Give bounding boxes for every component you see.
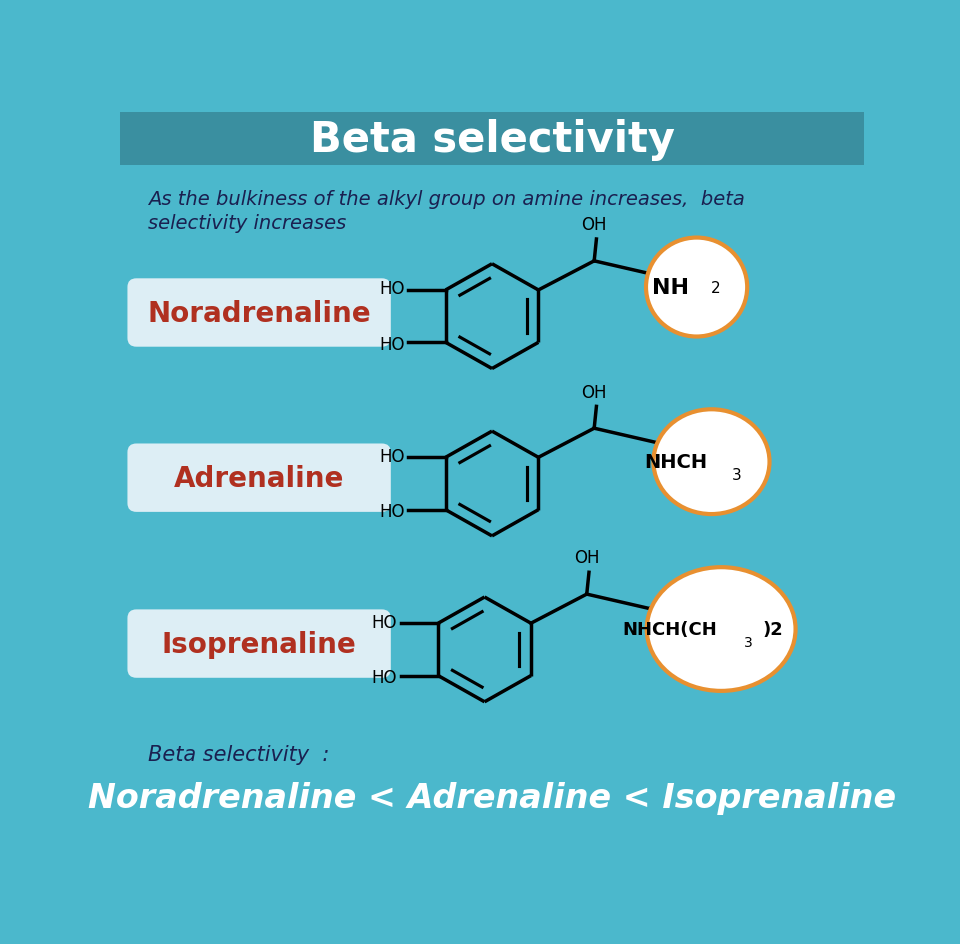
Text: 2: 2: [710, 280, 720, 295]
Text: selectivity increases: selectivity increases: [148, 213, 347, 232]
Text: HO: HO: [372, 613, 397, 632]
Text: 3: 3: [744, 635, 753, 649]
FancyBboxPatch shape: [128, 610, 391, 678]
Text: HO: HO: [379, 335, 405, 353]
Text: Noradrenaline: Noradrenaline: [147, 299, 371, 328]
Text: HO: HO: [379, 280, 405, 298]
Text: Isoprenaline: Isoprenaline: [161, 630, 356, 658]
Text: NHCH: NHCH: [644, 453, 708, 472]
Text: HO: HO: [379, 447, 405, 465]
Text: NH: NH: [652, 278, 689, 297]
Text: OH: OH: [582, 216, 607, 234]
FancyBboxPatch shape: [128, 279, 391, 347]
FancyBboxPatch shape: [120, 113, 864, 165]
Text: Beta selectivity: Beta selectivity: [309, 118, 675, 160]
Ellipse shape: [654, 410, 770, 514]
Ellipse shape: [646, 238, 747, 337]
Text: Beta selectivity  :: Beta selectivity :: [148, 745, 329, 765]
Text: )2: )2: [762, 620, 782, 638]
Text: 3: 3: [732, 468, 741, 483]
Text: Adrenaline: Adrenaline: [174, 464, 345, 492]
Text: HO: HO: [372, 668, 397, 686]
Text: Noradrenaline < Adrenaline < Isoprenaline: Noradrenaline < Adrenaline < Isoprenalin…: [88, 782, 896, 815]
Text: OH: OH: [582, 383, 607, 401]
Text: NHCH(CH: NHCH(CH: [623, 620, 717, 638]
Text: OH: OH: [574, 548, 599, 566]
Ellipse shape: [647, 567, 796, 691]
Text: As the bulkiness of the alkyl group on amine increases,  beta: As the bulkiness of the alkyl group on a…: [148, 190, 745, 209]
Text: HO: HO: [379, 502, 405, 520]
FancyBboxPatch shape: [128, 444, 391, 513]
